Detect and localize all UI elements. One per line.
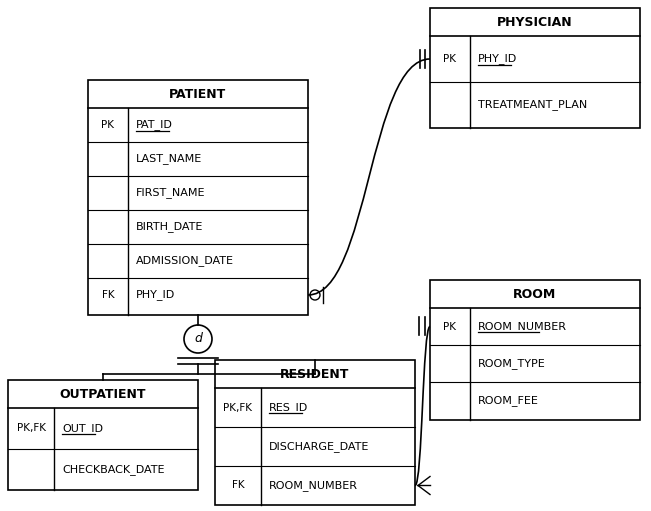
Text: ADMISSION_DATE: ADMISSION_DATE: [136, 256, 234, 266]
Text: RES_ID: RES_ID: [269, 402, 309, 413]
Text: PK: PK: [102, 120, 115, 130]
Text: ROOM: ROOM: [514, 288, 557, 300]
Text: PK: PK: [443, 54, 456, 64]
Text: BIRTH_DATE: BIRTH_DATE: [136, 222, 203, 233]
Text: RESIDENT: RESIDENT: [281, 367, 350, 381]
Text: LAST_NAME: LAST_NAME: [136, 153, 202, 165]
Bar: [8, 380, 198, 490]
Text: FIRST_NAME: FIRST_NAME: [136, 188, 206, 198]
Text: ROOM_NUMBER: ROOM_NUMBER: [269, 480, 358, 491]
Text: FK: FK: [232, 480, 244, 491]
Text: TREATMEANT_PLAN: TREATMEANT_PLAN: [478, 100, 587, 110]
Text: DISCHARGE_DATE: DISCHARGE_DATE: [269, 441, 369, 452]
Text: CHECKBACK_DATE: CHECKBACK_DATE: [62, 464, 165, 475]
Bar: [430, 280, 640, 420]
Text: PAT_ID: PAT_ID: [136, 120, 173, 130]
Text: PATIENT: PATIENT: [169, 87, 227, 101]
Bar: [215, 360, 415, 505]
Text: FK: FK: [102, 290, 115, 300]
Text: PHYSICIAN: PHYSICIAN: [497, 15, 573, 29]
Text: ROOM_FEE: ROOM_FEE: [478, 395, 539, 406]
Text: OUT_ID: OUT_ID: [62, 423, 103, 434]
Text: PHY_ID: PHY_ID: [136, 290, 175, 300]
Text: d: d: [194, 333, 202, 345]
Bar: [88, 80, 308, 315]
Text: OUTPATIENT: OUTPATIENT: [60, 387, 146, 401]
Text: PHY_ID: PHY_ID: [478, 54, 518, 64]
Text: PK,FK: PK,FK: [223, 403, 253, 412]
Text: ROOM_TYPE: ROOM_TYPE: [478, 358, 546, 369]
Bar: [430, 8, 640, 128]
Text: ROOM_NUMBER: ROOM_NUMBER: [478, 321, 567, 332]
Text: PK,FK: PK,FK: [16, 424, 46, 433]
Text: PK: PK: [443, 321, 456, 332]
